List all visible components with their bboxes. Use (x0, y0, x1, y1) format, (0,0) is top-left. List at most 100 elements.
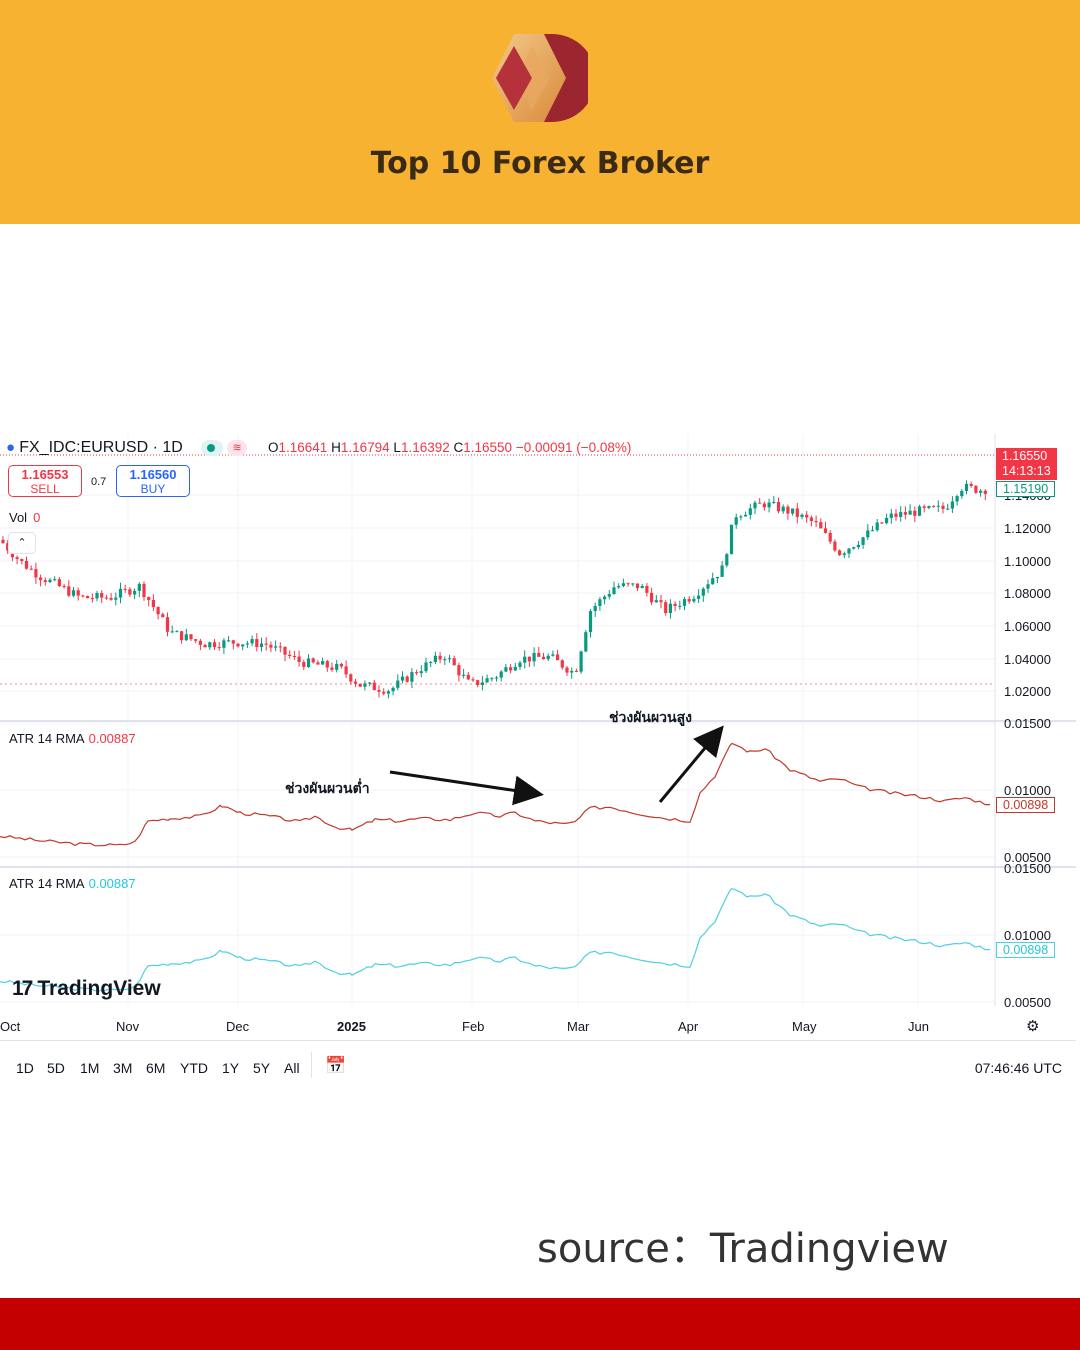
time-axis-label: Feb (462, 1019, 485, 1034)
candle-body (631, 583, 635, 585)
atr-red-axis-label: 0.01000 (1004, 783, 1051, 798)
range-6m-button[interactable]: 6M (146, 1060, 166, 1076)
candle-body (419, 671, 423, 674)
candle-body (363, 683, 367, 687)
candle-body (607, 594, 611, 597)
change-value: −0.00091 (−0.08%) (515, 440, 632, 455)
candle-body (400, 676, 405, 681)
candle-body (349, 674, 353, 682)
candle-body (415, 672, 419, 674)
range-5y-button[interactable]: 5Y (253, 1060, 271, 1076)
candle-body (433, 655, 437, 663)
candle-body (39, 577, 43, 581)
time-axis-label: Mar (567, 1019, 590, 1034)
candle-body (278, 646, 282, 648)
candle-body (133, 590, 137, 595)
candle-body (405, 676, 409, 682)
atr-red-axis-label: 0.01500 (1004, 716, 1051, 731)
candle-body (523, 656, 527, 663)
range-1y-button[interactable]: 1Y (222, 1060, 240, 1076)
candle-body (466, 674, 470, 680)
bar-countdown: 14:13:13 (1002, 464, 1051, 478)
volume-legend[interactable]: Vol 0 (9, 510, 41, 525)
candle-body (391, 687, 395, 692)
range-3m-button[interactable]: 3M (113, 1060, 133, 1076)
candle-body (955, 496, 959, 502)
candle-body (231, 640, 235, 644)
candle-body (650, 592, 654, 603)
candle-body (180, 631, 184, 641)
chart-canvas[interactable] (0, 434, 1076, 1086)
candle-body (48, 579, 52, 583)
candle-body (899, 512, 903, 517)
candle-body (485, 678, 489, 683)
candle-body (269, 644, 273, 648)
time-axis-label: 2025 (337, 1019, 366, 1034)
atr-cyan-last-tag: 0.00898 (996, 942, 1056, 958)
utc-clock[interactable]: 07:46:46 UTC (974, 1060, 1062, 1076)
symbol-label[interactable]: FX_IDC:EURUSD · 1D (19, 439, 183, 456)
settings-gear-icon[interactable]: ⚙ (1026, 1018, 1040, 1035)
tradingview-logo-icon: 17 (12, 977, 33, 1000)
candle-body (588, 611, 593, 633)
candle-body (922, 506, 926, 508)
candle-body (386, 691, 390, 694)
candle-body (368, 682, 372, 684)
candle-body (706, 584, 710, 589)
candle-body (659, 600, 663, 603)
collapse-legend-button[interactable]: ⌃ (8, 532, 36, 554)
candle-body (964, 483, 969, 492)
candle-body (438, 655, 442, 660)
candle-body (729, 524, 734, 555)
candle-body (574, 670, 578, 672)
candle-body (720, 565, 724, 577)
candle-body (791, 508, 795, 514)
candle-body (673, 603, 677, 607)
candle-body (598, 599, 602, 606)
candle-body (758, 502, 762, 504)
candle-body (960, 491, 964, 497)
candle-body (15, 557, 19, 560)
candle-body (24, 561, 29, 569)
candle-body (34, 568, 38, 578)
candle-body (814, 521, 818, 523)
time-axis-label: Nov (116, 1019, 140, 1034)
range-ytd-button[interactable]: YTD (180, 1060, 208, 1076)
range-1m-button[interactable]: 1M (80, 1060, 100, 1076)
calendar-goto-icon[interactable]: 📅 (325, 1056, 347, 1075)
price-axis-label: 1.02000 (1004, 684, 1051, 699)
candle-body (137, 583, 141, 591)
candle-body (664, 602, 668, 614)
range-all-button[interactable]: All (284, 1060, 300, 1076)
source-credit: source：Tradingview (537, 1226, 949, 1272)
candle-body (95, 593, 99, 599)
candle-body (217, 647, 221, 649)
candle-body (344, 666, 348, 675)
sell-button[interactable]: 1.16553 SELL (8, 465, 82, 497)
buy-button[interactable]: 1.16560 BUY (116, 465, 190, 497)
candle-body (198, 640, 202, 645)
atr-cyan-legend[interactable]: ATR 14 RMA 0.00887 (9, 876, 136, 891)
symbol-legend[interactable]: ● FX_IDC:EURUSD · 1D ≋ (6, 439, 248, 457)
candle-body (471, 679, 475, 681)
candle-body (532, 652, 536, 662)
candle-body (292, 656, 296, 658)
bottom-toolbar: 1D 5D 1M 3M 6M YTD 1Y 5Y All 📅 07:46:46 … (0, 1040, 1076, 1085)
candle-body (330, 667, 334, 670)
indicator-badge-icon: ≋ (227, 440, 248, 457)
atr-cyan-axis-label: 0.01500 (1004, 861, 1051, 876)
candle-body (744, 514, 748, 517)
candle-body (161, 614, 165, 618)
candle-body (640, 585, 644, 589)
candle-body (67, 586, 71, 596)
candle-body (20, 559, 24, 562)
range-1d-button[interactable]: 1D (16, 1060, 34, 1076)
range-5d-button[interactable]: 5D (47, 1060, 65, 1076)
candle-body (189, 634, 193, 640)
time-axis-label: Jun (908, 1019, 929, 1034)
candle-body (480, 682, 484, 685)
high-value: 1.16794 (340, 440, 390, 455)
atr-red-legend[interactable]: ATR 14 RMA 0.00887 (9, 731, 136, 746)
tradingview-chart[interactable]: ● FX_IDC:EURUSD · 1D ≋ O1.16641 H1.16794… (0, 434, 1076, 1086)
candle-body (617, 586, 621, 588)
